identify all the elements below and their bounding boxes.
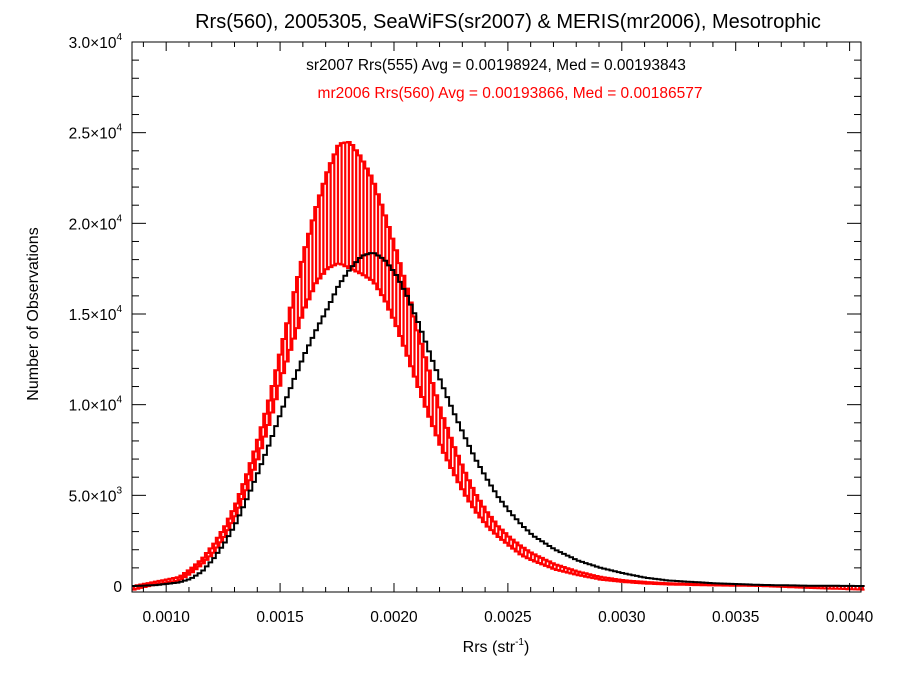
legend-entry-mr2006: mr2006 Rrs(560) Avg = 0.00193866, Med = … <box>318 85 703 102</box>
y-tick-mantissa: 5.0×10 <box>69 488 117 505</box>
y-tick-label: 5.0×103 <box>69 485 123 505</box>
y-tick-mantissa: 1.0×10 <box>69 398 117 415</box>
y-tick-label: 3.0×104 <box>69 32 123 52</box>
x-tick-label: 0.0020 <box>370 609 418 626</box>
y-tick-exponent: 4 <box>116 304 122 315</box>
axes <box>131 41 862 593</box>
y-tick-mantissa: 2.0×10 <box>69 216 117 233</box>
y-tick-exponent: 4 <box>116 123 122 134</box>
x-tick-labels: 0.0010 0.0015 0.0020 0.0025 0.0030 0.0035 0.00… <box>142 609 873 626</box>
y-tick-labels: 05.0×1031.0×1041.5×1042.0×1042.5×1043.0×… <box>69 32 123 596</box>
y-tick-mantissa: 2.5×10 <box>69 126 117 143</box>
x-tick-label: 0.0015 <box>256 609 303 626</box>
x-axis-label-close: ) <box>524 639 529 656</box>
y-tick-label: 2.0×104 <box>69 213 123 233</box>
sr2007-step-line <box>132 252 865 587</box>
chart-title: Rrs(560), 2005305, SeaWiFS(sr2007) & MER… <box>195 11 821 33</box>
y-tick-exponent: 3 <box>116 485 122 496</box>
plot-frame <box>131 41 862 593</box>
y-tick-exponent: 4 <box>116 32 122 43</box>
y-tick-label: 1.0×104 <box>69 395 123 415</box>
y-tick-exponent: 4 <box>116 395 122 406</box>
legend-entry-sr2007: sr2007 Rrs(555) Avg = 0.00198924, Med = … <box>306 57 686 74</box>
series-mr2006 <box>132 141 865 591</box>
y-axis-label: Number of Observations <box>25 227 42 400</box>
x-axis-label-superscript: -1 <box>515 637 524 648</box>
y-tick-exponent: 4 <box>116 213 122 224</box>
y-tick-label: 1.5×104 <box>69 304 123 324</box>
y-tick-mantissa: 3.0×10 <box>69 35 117 52</box>
plot-series <box>132 141 865 591</box>
y-tick-label: 2.5×104 <box>69 123 123 143</box>
x-tick-label: 0.0035 <box>712 609 759 626</box>
x-tick-label: 0.0025 <box>484 609 531 626</box>
x-axis-label-text: Rrs (str <box>463 639 516 656</box>
x-tick-label: 0.0030 <box>598 609 646 626</box>
x-tick-label: 0.0010 <box>142 609 190 626</box>
y-tick-mantissa: 1.5×10 <box>69 307 117 324</box>
mr2006-upper-envelope <box>132 141 865 587</box>
mr2006-lower-envelope <box>132 262 865 591</box>
legend: sr2007 Rrs(555) Avg = 0.00198924, Med = … <box>306 57 702 102</box>
y-tick-label: 0 <box>113 579 122 596</box>
y-tick-mantissa: 0 <box>113 579 122 596</box>
x-axis-label: Rrs (str-1) <box>463 637 530 656</box>
series-sr2007 <box>132 252 865 587</box>
x-tick-label: 0.0040 <box>826 609 874 626</box>
